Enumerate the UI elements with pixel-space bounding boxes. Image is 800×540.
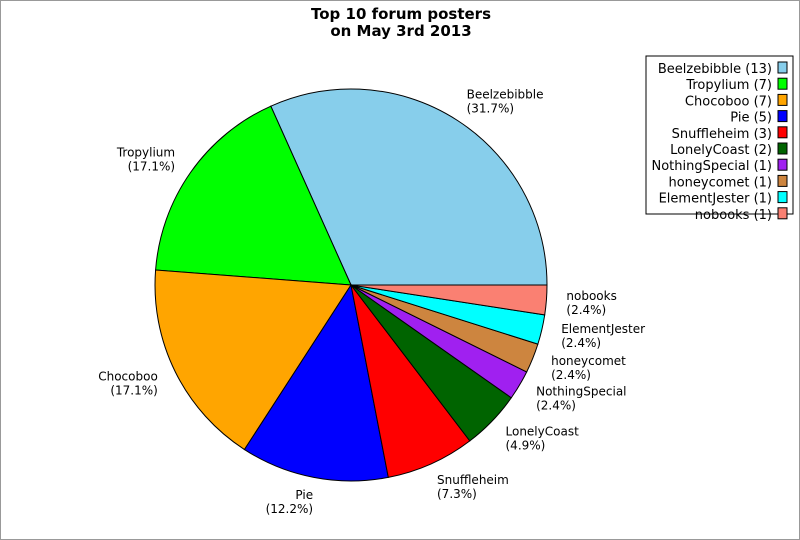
legend-swatch-chocoboo (777, 93, 788, 106)
pie-slice-beelzebibble (270, 88, 548, 286)
slice-label-elementjester: ElementJester (561, 322, 645, 336)
legend-swatch-nothingspecial (777, 158, 788, 171)
slice-label-pie: Pie (295, 488, 313, 502)
legend-label-pie: Pie (5) (730, 111, 772, 126)
slice-percent-honeycomet: (2.4%) (551, 368, 591, 382)
legend-swatch-snuffleheim (777, 126, 788, 139)
legend-swatch-nobooks (777, 207, 788, 220)
slice-percent-lonelycoast: (4.9%) (506, 439, 546, 453)
slice-label-beelzebibble: Beelzebibble (467, 87, 544, 101)
pie-slice-nobooks (350, 284, 548, 316)
legend-label-beelzebibble: Beelzebibble (13) (658, 62, 772, 77)
slice-percent-tropylium: (17.1%) (128, 159, 175, 173)
chart-title: Top 10 forum posters (311, 5, 491, 23)
slice-percent-elementjester: (2.4%) (561, 336, 601, 350)
pie-slices (154, 88, 548, 482)
legend: Beelzebibble (13)Tropylium (7)Chocoboo (… (645, 55, 794, 223)
legend-swatch-honeycomet (777, 174, 788, 187)
legend-label-snuffleheim: Snuffleheim (3) (672, 127, 772, 142)
legend-label-lonelycoast: LonelyCoast (2) (670, 143, 772, 158)
legend-label-honeycomet: honeycomet (1) (668, 175, 772, 190)
slice-label-honeycomet: honeycomet (551, 354, 626, 368)
legend-label-nothingspecial: NothingSpecial (1) (651, 159, 772, 174)
legend-swatch-beelzebibble (777, 61, 788, 74)
legend-swatch-elementjester (777, 191, 788, 204)
slice-percent-beelzebibble: (31.7%) (467, 101, 514, 115)
legend-label-chocoboo: Chocoboo (7) (685, 94, 772, 109)
slice-label-lonelycoast: LonelyCoast (506, 425, 580, 439)
legend-label-elementjester: ElementJester (1) (659, 192, 772, 207)
slice-label-nothingspecial: NothingSpecial (536, 384, 626, 398)
slice-labels: Beelzebibble(31.7%)Tropylium(17.1%)Choco… (98, 87, 645, 516)
slice-label-chocoboo: Chocoboo (98, 370, 158, 384)
legend-label-tropylium: Tropylium (7) (685, 78, 772, 93)
slice-percent-chocoboo: (17.1%) (110, 384, 157, 398)
pie-slice-pie (243, 283, 389, 482)
slice-percent-nothingspecial: (2.4%) (536, 398, 576, 412)
chart-subtitle: on May 3rd 2013 (330, 22, 471, 40)
slice-label-tropylium: Tropylium (116, 145, 175, 159)
pie-slice-chocoboo (154, 269, 352, 451)
slice-percent-snuffleheim: (7.3%) (437, 487, 477, 501)
legend-box (645, 55, 794, 215)
legend-label-nobooks: nobooks (1) (695, 208, 772, 223)
slice-label-nobooks: nobooks (566, 289, 616, 303)
legend-swatch-pie (777, 110, 788, 123)
pie-slice-tropylium (155, 105, 352, 286)
legend-swatch-lonelycoast (777, 142, 788, 155)
slice-percent-nobooks: (2.4%) (566, 303, 606, 317)
slice-percent-pie: (12.2%) (266, 502, 313, 516)
legend-swatch-tropylium (777, 77, 788, 90)
slice-label-snuffleheim: Snuffleheim (437, 473, 509, 487)
